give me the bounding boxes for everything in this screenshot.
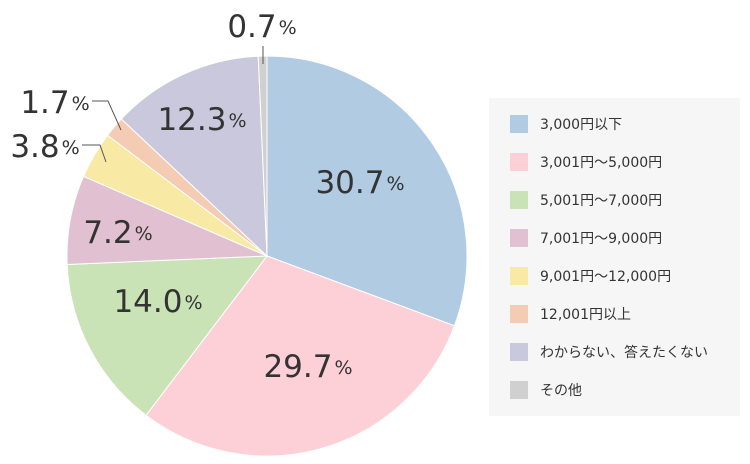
legend-swatch bbox=[510, 153, 528, 171]
legend-label: その他 bbox=[540, 383, 582, 399]
slice-data-label: 7.2% bbox=[83, 215, 152, 251]
leader-line bbox=[92, 100, 122, 131]
pie-slice bbox=[145, 255, 456, 457]
slice-data-label: 30.7% bbox=[315, 165, 404, 201]
legend-swatch bbox=[510, 305, 528, 323]
slice-data-label: 1.7% bbox=[20, 85, 89, 121]
legend-label: 3,001円〜5,000円 bbox=[540, 155, 663, 171]
slice-data-label: 12.3% bbox=[157, 102, 246, 138]
legend-item: わからない、答えたくない bbox=[510, 342, 708, 362]
legend-swatch bbox=[510, 381, 528, 399]
pie-slice bbox=[66, 255, 269, 416]
legend-label: 12,001円以上 bbox=[540, 307, 631, 323]
legend-item: 7,001円〜9,000円 bbox=[510, 228, 662, 248]
slice-data-label: 0.7% bbox=[227, 9, 296, 45]
legend-item: その他 bbox=[510, 380, 582, 400]
legend-item: 12,001円以上 bbox=[510, 304, 631, 324]
legend-swatch bbox=[510, 267, 528, 285]
legend-label: 3,000円以下 bbox=[540, 117, 623, 133]
slice-data-label: 14.0% bbox=[113, 284, 202, 320]
legend-label: わからない、答えたくない bbox=[540, 345, 708, 361]
pie-slice bbox=[266, 55, 468, 327]
slice-data-label: 3.8% bbox=[10, 129, 79, 165]
legend-swatch bbox=[510, 343, 528, 361]
legend-item: 3,000円以下 bbox=[510, 114, 622, 134]
pie-slice bbox=[120, 55, 268, 258]
legend: 3,000円以下 3,001円〜5,000円 5,001円〜7,000円 7,001円… bbox=[489, 98, 740, 416]
legend-item: 9,001円〜12,000円 bbox=[510, 266, 671, 286]
legend-item: 5,001円〜7,000円 bbox=[510, 190, 662, 210]
legend-label: 9,001円〜12,000円 bbox=[540, 269, 672, 285]
legend-label: 5,001円〜7,000円 bbox=[540, 193, 663, 209]
legend-swatch bbox=[510, 229, 528, 247]
legend-swatch bbox=[510, 115, 528, 133]
legend-swatch bbox=[510, 191, 528, 209]
legend-label: 7,001円〜9,000円 bbox=[540, 231, 663, 247]
legend-item: 3,001円〜5,000円 bbox=[510, 152, 662, 172]
slice-data-label: 29.7% bbox=[263, 349, 352, 385]
leader-line bbox=[82, 144, 107, 163]
